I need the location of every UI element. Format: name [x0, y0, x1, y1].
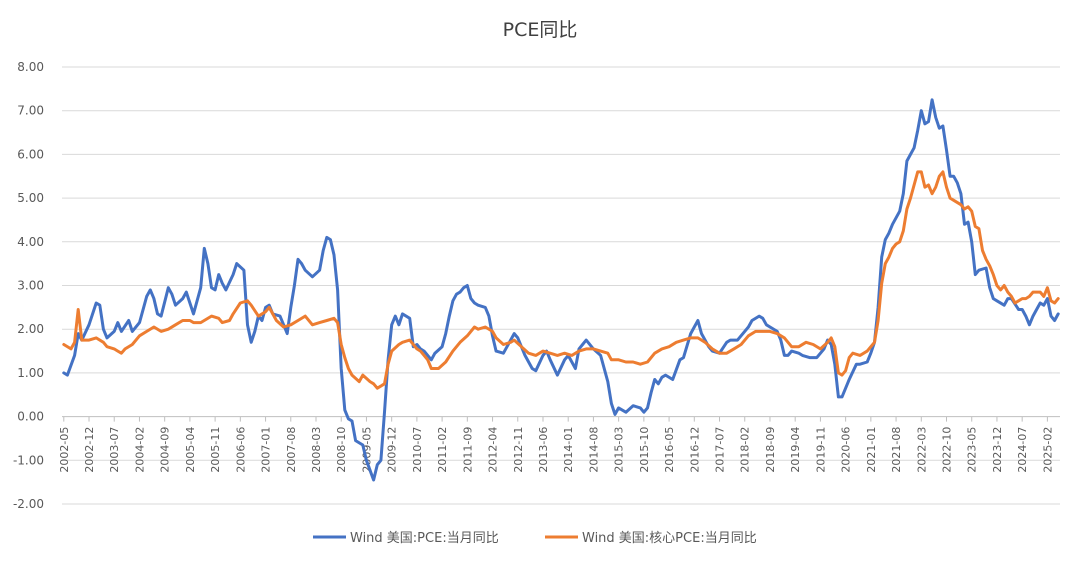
- legend: Wind 美国:PCE:当月同比 Wind 美国:核心PCE:当月同比: [313, 531, 757, 546]
- x-tick-label: 2015-10: [638, 427, 651, 473]
- y-tick-label: -2.00: [13, 497, 44, 511]
- y-tick-label: 7.00: [17, 104, 44, 118]
- x-tick-label: 2012-11: [512, 427, 525, 473]
- x-tick-label: 2014-01: [562, 427, 575, 473]
- y-tick-label: -1.00: [13, 453, 44, 467]
- x-tick-label: 2011-09: [461, 427, 474, 473]
- x-tick-label: 2023-05: [966, 427, 979, 473]
- x-tick-label: 2021-08: [890, 427, 903, 473]
- x-tick-label: 2018-02: [739, 427, 752, 473]
- x-tick-label: 2010-07: [411, 427, 424, 473]
- y-tick-label: 1.00: [17, 366, 44, 380]
- x-tick-label: 2022-10: [941, 427, 954, 473]
- y-tick-label: 6.00: [17, 147, 44, 161]
- x-tick-label: 2016-12: [688, 427, 701, 473]
- x-tick-label: 2005-11: [209, 427, 222, 473]
- y-tick-label: 0.00: [17, 410, 44, 424]
- x-tick-label: 2008-10: [335, 427, 348, 473]
- y-tick-label: 2.00: [17, 322, 44, 336]
- x-tick-label: 2008-03: [310, 427, 323, 473]
- y-tick-label: 8.00: [17, 60, 44, 74]
- x-tick-label: 2009-12: [386, 427, 399, 473]
- x-tick-label: 2004-02: [133, 427, 146, 473]
- x-tick-label: 2017-07: [714, 427, 727, 473]
- x-tick-label: 2019-04: [789, 427, 802, 473]
- x-tick-label: 2002-05: [58, 427, 71, 473]
- x-tick-label: 2006-06: [234, 427, 247, 473]
- x-tick-label: 2012-04: [487, 427, 500, 473]
- legend-label: Wind 美国:PCE:当月同比: [350, 531, 499, 546]
- x-tick-label: 2013-06: [537, 427, 550, 473]
- series-line-1: [62, 170, 1060, 390]
- x-tick-label: 2021-01: [865, 427, 878, 473]
- series-line-0: [62, 98, 1060, 482]
- legend-label: Wind 美国:核心PCE:当月同比: [582, 531, 757, 546]
- x-tick-label: 2003-07: [108, 427, 121, 473]
- x-tick-label: 2016-05: [663, 427, 676, 473]
- x-tick-label: 2023-12: [991, 427, 1004, 473]
- x-tick-label: 2005-04: [184, 427, 197, 473]
- x-tick-label: 2011-02: [436, 427, 449, 473]
- x-tick-label: 2022-03: [915, 427, 928, 473]
- x-tick-label: 2025-02: [1041, 427, 1054, 473]
- x-tick-label: 2019-11: [814, 427, 827, 473]
- x-tick-label: 2007-08: [285, 427, 298, 473]
- x-tick-label: 2015-03: [613, 427, 626, 473]
- y-tick-label: 3.00: [17, 279, 44, 293]
- x-tick-label: 2007-01: [260, 427, 273, 473]
- x-tick-label: 2018-09: [764, 427, 777, 473]
- y-axis: 8.00 7.00 6.00 5.00 4.00 3.00 2.00 1.00 0.00 -1.0…: [13, 60, 44, 511]
- series: [62, 98, 1060, 482]
- x-tick-label: 2004-09: [159, 427, 172, 473]
- y-tick-label: 4.00: [17, 235, 44, 249]
- x-tick-label: 2020-06: [840, 427, 853, 473]
- chart-title: PCE同比: [503, 19, 578, 41]
- x-tick-label: 2014-08: [587, 427, 600, 473]
- x-tick-label: 2002-12: [83, 427, 96, 473]
- y-tick-label: 5.00: [17, 191, 44, 205]
- x-tick-label: 2009-05: [360, 427, 373, 473]
- x-axis: 2002-05 2002-12 2003-07 2004-02 2004-09 2005-…: [58, 416, 1060, 473]
- x-tick-label: 2024-07: [1016, 427, 1029, 473]
